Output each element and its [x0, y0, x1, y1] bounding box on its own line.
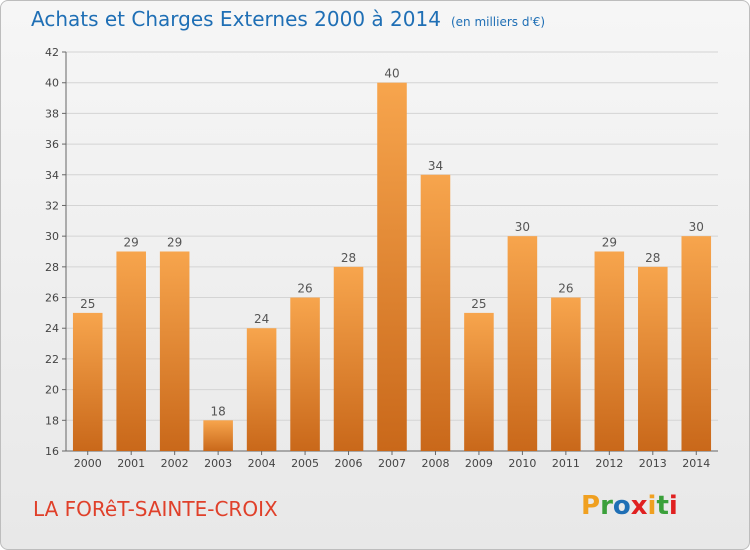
data-label-2005: 26	[297, 282, 312, 296]
data-label-2013: 28	[645, 251, 660, 265]
bar-2000	[72, 312, 103, 451]
logo-letter: o	[612, 491, 631, 521]
x-tick-label: 2006	[335, 457, 363, 470]
data-label-2011: 26	[558, 282, 573, 296]
y-tick-label: 36	[45, 138, 59, 151]
x-tick-label: 2001	[117, 457, 145, 470]
logo-letter: i	[668, 491, 678, 521]
x-tick-label: 2003	[204, 457, 232, 470]
data-label-2003: 18	[210, 404, 225, 418]
x-tick-label: 2005	[291, 457, 319, 470]
proxiti-logo: Proxiti	[581, 491, 678, 521]
y-tick-label: 32	[45, 199, 59, 212]
chart-title: Achats et Charges Externes 2000 à 2014 (e…	[31, 7, 545, 31]
y-tick-label: 38	[45, 107, 59, 120]
data-label-2002: 29	[167, 236, 182, 250]
x-tick-label: 2002	[161, 457, 189, 470]
chart-subtitle: (en milliers d'€)	[450, 15, 546, 29]
x-tick-label: 2014	[682, 457, 710, 470]
y-tick-label: 26	[45, 292, 59, 305]
data-label-2008: 34	[428, 159, 443, 173]
bar-2007	[377, 82, 407, 451]
data-label-2000: 25	[80, 297, 95, 311]
data-labels: 25 29 29 18 24 26 28 40 34 25 30 26 29 28 30	[80, 67, 704, 419]
bar-2010	[507, 236, 538, 451]
x-tick-label: 2004	[248, 457, 276, 470]
bar-2008	[420, 174, 451, 451]
y-tick-label: 24	[45, 322, 59, 335]
x-tick-label: 2012	[595, 457, 623, 470]
x-tick-label: 2000	[74, 457, 102, 470]
bar-2011	[551, 297, 581, 451]
logo-letter: i	[647, 491, 657, 521]
data-label-2012: 29	[602, 236, 617, 250]
bar-2001	[116, 251, 146, 451]
data-label-2004: 24	[254, 312, 269, 326]
x-tick-label: 2009	[465, 457, 493, 470]
data-label-2006: 28	[341, 251, 356, 265]
y-tick-label: 22	[45, 353, 59, 366]
chart-title-text: Achats et Charges Externes 2000 à 2014	[31, 7, 441, 31]
logo-letter: x	[630, 491, 648, 521]
y-tick-label: 40	[45, 77, 59, 90]
y-tick-label: 20	[45, 384, 59, 397]
data-label-2014: 30	[689, 220, 704, 234]
logo-letter: t	[656, 491, 669, 521]
bar-2004	[246, 328, 277, 451]
bar-2002	[159, 251, 190, 451]
data-label-2010: 30	[515, 220, 530, 234]
data-label-2001: 29	[124, 236, 139, 250]
x-tick-label: 2013	[639, 457, 667, 470]
bar-2012	[594, 251, 625, 451]
bars	[72, 82, 712, 451]
y-tick-label: 30	[45, 230, 59, 243]
y-tick-label: 28	[45, 261, 59, 274]
data-label-2007: 40	[384, 67, 399, 81]
y-tick-label: 16	[45, 445, 59, 458]
logo-letter: r	[600, 491, 613, 521]
data-label-2009: 25	[471, 297, 486, 311]
bar-2005	[290, 297, 320, 451]
x-tick-label: 2010	[508, 457, 536, 470]
x-tick-label: 2008	[421, 457, 449, 470]
bar-2013	[638, 266, 668, 451]
bar-2014	[681, 236, 712, 451]
y-tick-label: 42	[45, 46, 59, 59]
x-tick-label: 2011	[552, 457, 580, 470]
bar-2006	[333, 266, 364, 451]
bar-2009	[464, 312, 494, 451]
place-name: LA FORêT-SAINTE-CROIX	[33, 497, 278, 521]
y-tick-label: 18	[45, 414, 59, 427]
logo-letter: P	[581, 491, 601, 521]
axes: 16 18 20 22 24 26 28 30 32 34 36 38 40 42 2000 2001 2002…	[45, 46, 718, 470]
y-tick-label: 34	[45, 169, 59, 182]
x-tick-label: 2007	[378, 457, 406, 470]
bar-2003	[203, 420, 233, 451]
